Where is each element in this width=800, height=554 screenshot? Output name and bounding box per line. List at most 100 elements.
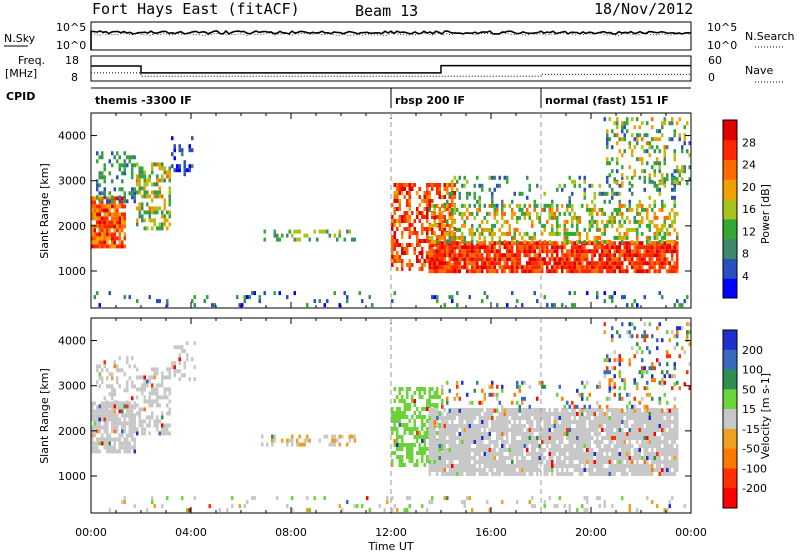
scatter-cell xyxy=(653,183,656,188)
scatter-cell xyxy=(563,257,566,262)
scatter-cell xyxy=(141,427,144,432)
scatter-cell xyxy=(671,269,674,274)
scatter-cell xyxy=(123,449,126,454)
scatter-cell xyxy=(551,223,554,228)
scatter-cell xyxy=(648,249,651,254)
scatter-cell xyxy=(601,460,604,464)
scatter-cell xyxy=(623,436,626,440)
scatter-cell xyxy=(93,196,96,201)
scatter-cell xyxy=(433,223,436,227)
scatter-cell xyxy=(626,207,629,212)
scatter-cell xyxy=(623,253,626,258)
scatter-cell xyxy=(161,411,164,416)
scatter-cell xyxy=(661,295,664,300)
scatter-cell xyxy=(143,174,146,179)
scatter-cell xyxy=(668,436,671,440)
colorbar-swatch xyxy=(723,369,737,390)
scatter-cell xyxy=(536,265,539,270)
scatter-cell xyxy=(603,420,606,424)
scatter-cell xyxy=(456,257,459,262)
scatter-cell xyxy=(658,181,661,186)
freq-tick-bottom: 8 xyxy=(71,71,78,84)
scatter-cell xyxy=(658,191,661,196)
scatter-cell xyxy=(501,432,504,436)
scatter-cell xyxy=(428,420,431,424)
scatter-cell xyxy=(421,504,424,509)
scatter-cell xyxy=(648,239,651,244)
scatter-cell xyxy=(333,434,336,439)
scatter-cell xyxy=(121,220,124,225)
scatter-cell xyxy=(626,456,629,460)
scatter-cell xyxy=(641,161,644,166)
scatter-cell xyxy=(151,415,154,420)
scatter-cell xyxy=(478,249,481,254)
scatter-cell xyxy=(436,215,439,219)
scatter-cell xyxy=(466,269,469,274)
scatter-cell xyxy=(603,500,606,505)
scatter-cell xyxy=(651,207,654,212)
scatter-cell xyxy=(91,208,94,213)
scatter-cell xyxy=(553,428,556,432)
scatter-cell xyxy=(323,434,326,439)
scatter-cell xyxy=(513,452,516,456)
scatter-cell xyxy=(511,245,514,250)
colorbar-swatch xyxy=(723,488,737,509)
scatter-cell xyxy=(648,424,651,428)
scatter-cell xyxy=(486,219,489,224)
scatter-cell xyxy=(511,432,514,436)
scatter-cell xyxy=(463,424,466,428)
scatter-cell xyxy=(531,472,534,476)
scatter-cell xyxy=(503,412,506,416)
scatter-cell xyxy=(651,420,654,424)
scatter-cell xyxy=(618,420,621,424)
scatter-cell xyxy=(176,164,179,169)
scatter-cell xyxy=(476,440,479,444)
scatter-cell xyxy=(151,206,154,211)
scatter-cell xyxy=(476,468,479,472)
scatter-cell xyxy=(531,496,534,501)
scatter-cell xyxy=(186,508,189,513)
scatter-cell xyxy=(518,468,521,472)
scatter-cell xyxy=(508,452,511,456)
scatter-cell xyxy=(451,416,454,420)
scatter-cell xyxy=(533,412,536,416)
scatter-cell xyxy=(518,241,521,246)
scatter-cell xyxy=(98,437,101,442)
scatter-cell xyxy=(606,145,609,150)
scatter-cell xyxy=(608,215,611,220)
scatter-cell xyxy=(458,452,461,456)
scatter-cell xyxy=(478,253,481,258)
scatter-cell xyxy=(113,445,116,450)
scatter-cell xyxy=(583,416,586,420)
scatter-cell xyxy=(351,434,354,439)
scatter-cell xyxy=(263,291,266,296)
scatter-cell xyxy=(436,460,439,464)
scatter-cell xyxy=(516,464,519,468)
scatter-cell xyxy=(498,460,501,464)
scatter-cell xyxy=(131,175,134,180)
scatter-cell xyxy=(626,464,629,468)
scatter-cell xyxy=(628,334,631,339)
scatter-cell xyxy=(613,448,616,452)
scatter-cell xyxy=(633,241,636,246)
scatter-cell xyxy=(501,424,504,428)
scatter-cell xyxy=(428,235,431,240)
scatter-cell xyxy=(606,175,609,180)
scatter-cell xyxy=(666,245,669,250)
scatter-cell xyxy=(623,456,626,460)
scatter-cell xyxy=(111,413,114,418)
scatter-cell xyxy=(543,412,546,416)
scatter-cell xyxy=(103,232,106,237)
scatter-cell xyxy=(573,408,576,412)
scatter-cell xyxy=(621,183,624,188)
scatter-cell xyxy=(596,440,599,444)
scatter-cell xyxy=(508,472,511,476)
scatter-cell xyxy=(641,366,644,371)
scatter-cell xyxy=(156,367,159,372)
scatter-cell xyxy=(573,436,576,440)
scatter-cell xyxy=(103,236,106,241)
scatter-cell xyxy=(656,412,659,416)
scatter-cell xyxy=(123,216,126,221)
scatter-cell xyxy=(168,194,171,199)
